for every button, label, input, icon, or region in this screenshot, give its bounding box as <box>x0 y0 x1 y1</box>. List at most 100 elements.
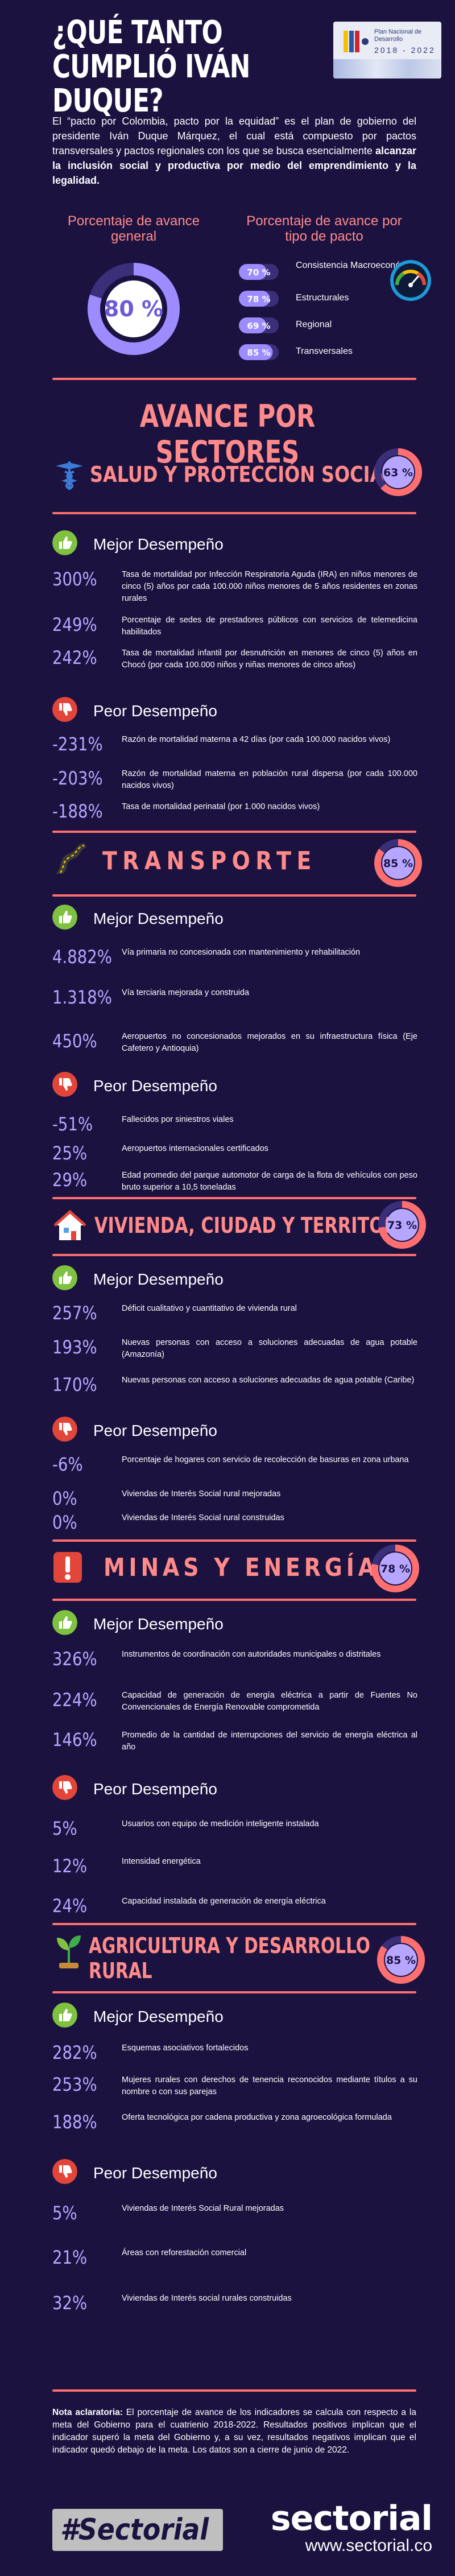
pacto-progress-ring: 85 % <box>239 344 279 360</box>
indicator-value: 300% <box>52 568 97 590</box>
sector-value-vivienda: 73 % <box>387 1219 417 1232</box>
plan-card-years: 2018 - 2022 <box>374 46 436 55</box>
best-header-transporte: Mejor Desempeño <box>52 905 280 930</box>
worst-header-minas: Peor Desempeño <box>52 1775 280 1800</box>
section-divider <box>52 1197 416 1199</box>
indicator-description: Usuarios con equipo de medición intelige… <box>122 1819 319 1828</box>
intro-text-bold: alcanzar la inclusión social y productiv… <box>52 145 416 186</box>
sector-value-minas: 78 % <box>380 1563 410 1575</box>
indicator-value: 24% <box>52 1895 88 1917</box>
best-header-minas: Mejor Desempeño <box>52 1610 280 1635</box>
plan-logo-icon <box>344 31 369 52</box>
sector-ring-minas: 78 % <box>371 1545 419 1592</box>
indicator-value: 253% <box>52 2074 97 2095</box>
worst-label: Peor Desempeño <box>93 1780 217 1798</box>
pacto-value: 70 % <box>247 267 270 278</box>
indicator-description: Tasa de mortalidad por Infección Respira… <box>122 570 417 603</box>
section-divider <box>52 1599 416 1601</box>
sector-value-salud: 63 % <box>383 467 413 479</box>
methodology-note: Nota aclaratoria: El porcentaje de avanc… <box>52 2406 416 2457</box>
indicator-value: 5% <box>52 1818 77 1839</box>
thumbs-down-icon <box>52 1775 77 1800</box>
best-label: Mejor Desempeño <box>93 2008 224 2025</box>
indicator-description: Áreas con reforestación comercial <box>122 2248 247 2257</box>
page-title: ¿Qué tanto cumplió Iván Duque? <box>52 14 250 119</box>
pacto-label: Regional <box>296 320 332 329</box>
sector-value-transporte: 85 % <box>383 857 413 870</box>
indicator-value: 326% <box>52 1648 97 1670</box>
indicator-value: 224% <box>52 1689 97 1711</box>
brand-url[interactable]: www.sectorial.co <box>305 2536 432 2555</box>
best-header-agricultura: Mejor Desempeño <box>52 2003 280 2028</box>
best-label: Mejor Desempeño <box>93 1615 224 1633</box>
indicator-description: Nuevas personas con acceso a soluciones … <box>122 1338 417 1359</box>
indicator-description: Razón de mortalidad materna en población… <box>122 769 417 790</box>
indicator-value: 257% <box>52 1302 97 1324</box>
section-divider <box>52 512 416 514</box>
indicator-value: 242% <box>52 647 97 668</box>
worst-label: Peor Desempeño <box>93 702 217 720</box>
indicator-value: 5% <box>52 2202 77 2224</box>
worst-header-salud: Peor Desempeño <box>52 697 280 722</box>
indicator-description: Vía terciaria mejorada y construida <box>122 988 250 997</box>
section-divider <box>52 831 416 833</box>
worst-label: Peor Desempeño <box>93 2164 217 2182</box>
sector-ring-vivienda: 73 % <box>378 1201 426 1249</box>
indicator-description: Viviendas de Interés Social rural mejora… <box>122 1489 281 1498</box>
indicator-description: Porcentaje de sedes de prestadores públi… <box>122 616 417 637</box>
thumbs-up-icon <box>52 2003 77 2028</box>
indicator-description: Aeropuertos no concesionados mejorados e… <box>122 1032 417 1053</box>
worst-header-agricultura: Peor Desempeño <box>52 2159 280 2184</box>
indicator-value: 146% <box>52 1729 97 1751</box>
sector-title-transporte: Transporte <box>102 847 317 876</box>
pacto-heading: Porcentaje de avance por tipo de pacto <box>246 213 402 244</box>
indicator-description: Déficit cualitativo y cuantitativo de vi… <box>122 1304 297 1313</box>
section-divider <box>52 1923 416 1925</box>
sector-ring-transporte: 85 % <box>374 839 422 887</box>
indicator-description: Esquemas asociativos fortalecidos <box>122 2044 249 2053</box>
section-divider <box>52 1991 416 1993</box>
indicator-description: Viviendas de Interés Social rural constr… <box>122 1513 284 1522</box>
indicator-description: Capacidad de generación de energía eléct… <box>122 1691 417 1712</box>
indicator-value: 4.882% <box>52 946 112 968</box>
indicator-description: Tasa de mortalidad perinatal (por 1.000 … <box>122 802 320 811</box>
thumbs-down-icon <box>52 697 77 722</box>
indicator-value: -188% <box>52 800 103 822</box>
best-label: Mejor Desempeño <box>93 910 224 927</box>
pacto-progress-ring: 70 % <box>239 264 279 280</box>
indicator-description: Aeropuertos internacionales certificados <box>122 1144 268 1153</box>
indicator-description: Promedio de la cantidad de interrupcione… <box>122 1731 417 1752</box>
best-label: Mejor Desempeño <box>93 1270 224 1288</box>
sector-ring-salud: 63 % <box>374 448 422 496</box>
pacto-progress-ring: 78 % <box>239 291 279 307</box>
intro-paragraph: El “pacto por Colombia, pacto por la equ… <box>52 114 416 188</box>
intro-text: El “pacto por Colombia, pacto por la equ… <box>52 115 416 156</box>
pacto-label: Consistencia Macroeconómica <box>296 261 420 270</box>
indicator-value: 450% <box>52 1030 97 1052</box>
indicator-value: 21% <box>52 2247 88 2268</box>
best-label: Mejor Desempeño <box>93 535 224 553</box>
indicator-description: Porcentaje de hogares con servicio de re… <box>122 1455 409 1464</box>
brand-logo: sectorial <box>270 2499 433 2538</box>
indicator-value: 170% <box>52 1374 97 1396</box>
brand-block: sectorial www.sectorial.co <box>271 2500 433 2557</box>
plan-card-title: Plan Nacional de Desarrollo <box>374 28 422 43</box>
indicator-value: 188% <box>52 2111 97 2133</box>
pacto-value: 85 % <box>247 348 270 358</box>
indicator-value: 1.318% <box>52 986 112 1008</box>
sector-title-agricultura: Agricultura y desarrollo rural <box>89 1933 370 1983</box>
indicator-value: 29% <box>52 1169 88 1191</box>
best-header-vivienda: Mejor Desempeño <box>52 1265 280 1290</box>
section-divider <box>52 2389 416 2392</box>
general-progress-value: 80 % <box>104 296 163 321</box>
pacto-label: Estructurales <box>296 293 349 303</box>
indicator-description: Viviendas de Interés social rurales cons… <box>122 2294 292 2303</box>
worst-header-vivienda: Peor Desempeño <box>52 1417 280 1442</box>
sector-title-vivienda: Vivienda, ciudad y territorio <box>94 1213 419 1238</box>
indicator-description: Tasa de mortalidad infantil por desnutri… <box>122 649 417 670</box>
indicator-description: Vía primaria no concesionada con manteni… <box>122 948 361 957</box>
indicator-description: Mujeres rurales con derechos de tenencia… <box>122 2075 417 2096</box>
section-divider <box>52 1254 416 1256</box>
dashboard-gauge-icon <box>390 260 431 301</box>
sector-title-agricultura-line2: rural <box>89 1958 152 1983</box>
